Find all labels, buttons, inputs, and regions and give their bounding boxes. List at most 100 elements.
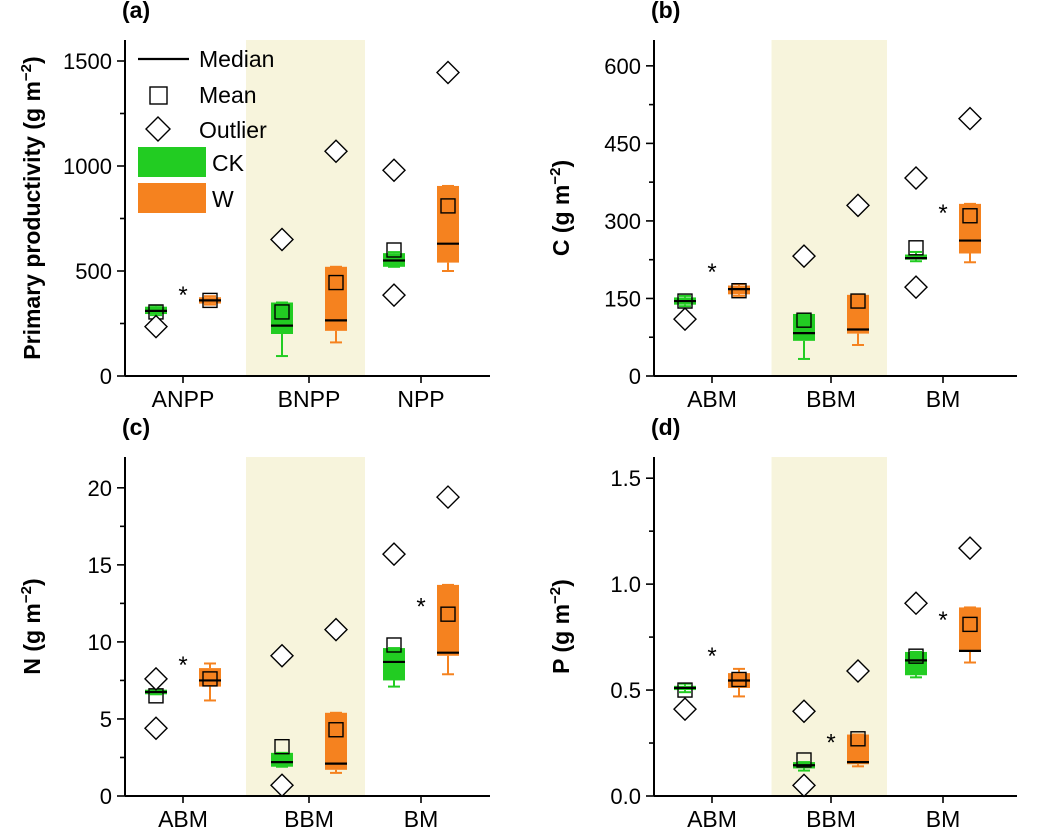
x-tick-label-bnpp: BNPP bbox=[278, 386, 341, 412]
x-tick-label-abm: ABM bbox=[687, 806, 737, 832]
y-tick-label: 20 bbox=[88, 476, 112, 501]
box-abm-w-iqr bbox=[199, 668, 221, 687]
box-bm-ck-outlier bbox=[904, 166, 928, 191]
box-anpp-ck-outlier bbox=[144, 314, 168, 339]
box-bm-ck-iqr bbox=[383, 648, 405, 681]
box-abm-ck-outlier bbox=[144, 716, 168, 741]
box-bnpp-w-iqr bbox=[325, 266, 347, 331]
x-tick-label-bbm: BBM bbox=[806, 806, 856, 832]
box-bm-w-iqr bbox=[959, 607, 981, 652]
x-tick-label-npp: NPP bbox=[397, 386, 444, 412]
y-tick-label: 0.0 bbox=[610, 784, 641, 809]
box-bnpp-w bbox=[324, 139, 348, 344]
box-bbm-ck bbox=[792, 244, 816, 360]
y-axis-label: C (g m−2) bbox=[547, 160, 574, 256]
box-bbm-w-outlier bbox=[846, 193, 870, 218]
significance-star-anpp: * bbox=[178, 282, 187, 309]
box-bbm-w-mean bbox=[850, 731, 866, 747]
box-bm-w bbox=[436, 485, 460, 676]
x-tick-label-bbm: BBM bbox=[806, 386, 856, 412]
panel-label: (a) bbox=[122, 0, 150, 23]
box-bm-w-iqr bbox=[437, 584, 459, 656]
box-abm-ck-outlier bbox=[144, 666, 168, 691]
x-tick-label-abm: ABM bbox=[158, 806, 208, 832]
box-bbm-ck-outlier bbox=[270, 773, 294, 798]
significance-star-abm: * bbox=[707, 643, 716, 670]
y-tick-label: 15 bbox=[88, 553, 112, 578]
legend-mean-icon bbox=[149, 86, 168, 105]
shaded-band-bnpp bbox=[246, 40, 365, 376]
y-axis-label: N (g m−2) bbox=[18, 578, 45, 674]
box-bbm-w-outlier bbox=[324, 617, 348, 642]
panel-d: 0.0 0.5 1.0 1.5 ABM BBM BM P (g m−2) (d) * * * bbox=[547, 414, 1017, 832]
box-bm-w-outlier bbox=[958, 106, 982, 131]
panel-label: (c) bbox=[122, 414, 150, 440]
box-abm-ck bbox=[673, 682, 697, 722]
shaded-band-bbm bbox=[246, 457, 365, 796]
box-bnpp-w-outlier bbox=[324, 139, 348, 164]
legend-median-label: Median bbox=[199, 46, 274, 72]
box-npp-w-mean bbox=[440, 198, 456, 214]
box-bbm-ck-iqr bbox=[271, 752, 293, 767]
panel-label: (d) bbox=[651, 414, 680, 440]
box-bm-ck-outlier bbox=[382, 542, 406, 567]
box-bm-ck-outlier bbox=[904, 591, 928, 616]
box-bbm-w bbox=[846, 193, 870, 346]
box-bm-w-mean bbox=[962, 208, 978, 224]
significance-star-abm: * bbox=[707, 259, 716, 286]
legend-w-label: W bbox=[212, 186, 234, 212]
box-bbm-ck-outlier bbox=[270, 643, 294, 668]
box-bm-w-outlier bbox=[958, 536, 982, 561]
y-tick-label: 0.5 bbox=[610, 678, 641, 703]
y-tick-label: 1000 bbox=[63, 154, 112, 179]
y-axis-label: Primary productivity (g m−2) bbox=[18, 56, 45, 359]
legend-ck-swatch bbox=[138, 147, 206, 177]
box-abm-w-mean bbox=[731, 283, 747, 299]
box-abm-w bbox=[728, 667, 750, 698]
box-bnpp-w-mean bbox=[328, 274, 344, 291]
y-tick-label: 1.0 bbox=[610, 572, 641, 597]
box-bnpp-ck-outlier bbox=[270, 227, 294, 252]
panel-b: 0 150 300 450 600 ABM BBM BM C (g m−2) (b) * * bbox=[547, 0, 1017, 412]
box-abm-ck-mean bbox=[677, 682, 693, 698]
box-bbm-w-mean bbox=[850, 293, 866, 309]
y-tick-label: 10 bbox=[88, 630, 112, 655]
x-tick-label-bm: BM bbox=[404, 806, 439, 832]
box-npp-ck-mean bbox=[386, 242, 402, 258]
box-bm-ck bbox=[382, 542, 406, 688]
box-bbm-ck-mean bbox=[796, 752, 812, 768]
box-abm-ck bbox=[673, 293, 697, 332]
x-tick-label-bbm: BBM bbox=[284, 806, 334, 832]
box-bbm-ck-mean bbox=[796, 312, 812, 328]
y-tick-label: 0 bbox=[100, 784, 112, 809]
box-bm-w bbox=[958, 106, 982, 264]
y-tick-label: 600 bbox=[604, 54, 641, 79]
significance-star-abm: * bbox=[178, 652, 187, 679]
box-npp-w-iqr bbox=[437, 185, 459, 263]
legend-w-swatch bbox=[138, 183, 206, 213]
box-npp-ck-outlier bbox=[382, 283, 406, 308]
y-tick-label: 0 bbox=[629, 364, 641, 389]
significance-star-bm: * bbox=[938, 200, 947, 227]
box-bm-ck bbox=[904, 166, 928, 300]
box-abm-ck-outlier bbox=[673, 697, 697, 722]
y-tick-label: 0 bbox=[100, 364, 112, 389]
significance-star-bm: * bbox=[416, 593, 425, 620]
box-bbm-w bbox=[324, 617, 348, 774]
legend-ck-label: CK bbox=[212, 150, 245, 176]
box-npp-ck-outlier bbox=[382, 158, 406, 183]
box-bbm-ck-outlier bbox=[792, 773, 816, 798]
box-bm-ck-outlier bbox=[904, 275, 928, 300]
x-tick-label-anpp: ANPP bbox=[152, 386, 215, 412]
box-bbm-ck-outlier bbox=[792, 699, 816, 724]
shaded-band-bbm bbox=[771, 40, 887, 376]
legend-mean-label: Mean bbox=[199, 82, 257, 108]
box-bbm-w-iqr bbox=[325, 712, 347, 770]
y-tick-label: 500 bbox=[75, 259, 112, 284]
box-npp-w bbox=[436, 60, 460, 272]
box-abm-w bbox=[728, 282, 750, 299]
y-tick-label: 150 bbox=[604, 286, 641, 311]
box-abm-ck bbox=[144, 666, 168, 741]
box-bnpp-ck bbox=[270, 227, 294, 358]
